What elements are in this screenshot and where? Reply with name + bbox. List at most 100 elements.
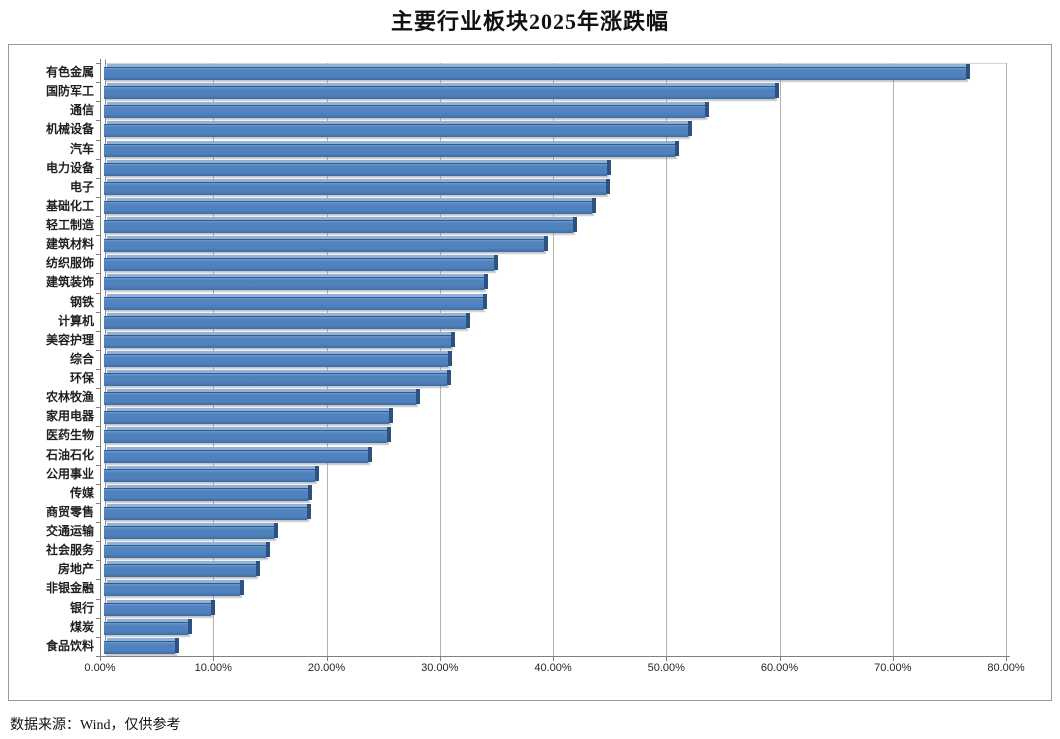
y-axis-tick: [96, 656, 100, 657]
x-axis-tick-label: 70.00%: [874, 662, 912, 674]
bar-汽车: [104, 140, 680, 157]
bar-通信: [104, 102, 709, 119]
bar-房地产: [104, 561, 261, 578]
bar-非银金融: [104, 580, 245, 597]
category-label: 电子: [69, 179, 94, 194]
bar-银行: [104, 599, 215, 616]
x-axis-tick-label: 0.00%: [84, 662, 116, 674]
x-axis-tick-label: 60.00%: [760, 662, 799, 674]
category-label: 建筑材料: [45, 237, 94, 252]
category-label: 交通运输: [45, 524, 94, 539]
y-axis-tick: [96, 63, 100, 64]
category-label: 纺织服饰: [45, 256, 94, 271]
y-axis-tick: [96, 483, 100, 485]
bar-环保: [104, 370, 451, 387]
bar-石油石化: [104, 446, 373, 463]
y-axis-tick: [96, 560, 100, 562]
bar-计算机: [104, 312, 470, 329]
gridline: [666, 63, 668, 656]
bar-钢铁: [104, 293, 487, 310]
y-axis-tick: [96, 158, 100, 160]
category-label: 基础化工: [45, 198, 94, 213]
bar-食品饮料: [104, 637, 179, 654]
x-axis-tick: [779, 657, 781, 661]
bar-商贸零售: [104, 503, 312, 520]
y-axis-tick: [96, 522, 100, 524]
gridline: [1006, 63, 1007, 656]
bar-机械设备: [104, 121, 692, 138]
category-label: 房地产: [57, 562, 94, 577]
bar-美容护理: [104, 331, 456, 348]
y-axis-tick: [96, 636, 100, 638]
y-axis-tick: [96, 120, 100, 122]
y-axis-tick: [96, 541, 100, 543]
bar-家用电器: [104, 408, 393, 425]
y-axis-tick: [96, 579, 100, 581]
chart-title: 主要行业板块2025年涨跌幅: [390, 9, 669, 34]
bar-国防军工: [104, 83, 779, 100]
x-axis-tick-label: 20.00%: [307, 662, 346, 674]
category-label: 家用电器: [45, 409, 94, 424]
chart-frame: 有色金属 国防军工 通信 机械设备 汽车 电力设备 电子 基础化工 轻工制造 建筑材料 纺织服饰 建筑…: [8, 44, 1052, 701]
category-label: 医药生物: [45, 428, 94, 443]
y-axis-tick: [96, 464, 100, 466]
x-axis-tick: [553, 657, 554, 661]
category-label: 农林牧渔: [45, 390, 94, 405]
x-axis-tick-label: 10.00%: [194, 662, 232, 674]
bar-基础化工: [104, 197, 595, 214]
category-label: 煤炭: [69, 619, 94, 634]
y-axis-tick: [96, 82, 100, 84]
y-axis-tick: [96, 101, 100, 103]
category-label: 环保: [69, 371, 94, 386]
category-label: 有色金属: [45, 65, 94, 79]
y-axis-tick: [96, 407, 100, 409]
category-label: 非银金融: [45, 581, 94, 596]
x-axis-tick: [439, 657, 441, 661]
bar-建筑装饰: [104, 274, 488, 291]
y-axis-tick: [96, 330, 100, 332]
y-axis-tick: [96, 598, 100, 600]
bar-交通运输: [104, 523, 279, 540]
category-label: 汽车: [69, 141, 94, 156]
bar-社会服务: [104, 542, 271, 559]
bar-公用事业: [104, 465, 320, 482]
category-label: 轻工制造: [45, 218, 94, 233]
category-label: 机械设备: [45, 122, 94, 137]
x-axis-tick-label: 50.00%: [647, 662, 685, 674]
x-axis-tick: [213, 657, 215, 661]
bar-有色金属: [104, 64, 971, 80]
x-axis-tick-label: 40.00%: [534, 662, 572, 674]
bar-建筑材料: [104, 236, 548, 253]
category-label: 食品饮料: [45, 638, 94, 653]
category-label: 计算机: [57, 313, 94, 328]
y-axis-tick: [96, 349, 100, 351]
x-axis-line: [96, 656, 1010, 657]
x-axis-tick-label: 80.00%: [987, 662, 1025, 674]
category-label: 社会服务: [45, 543, 94, 558]
y-axis-tick: [96, 216, 100, 218]
x-axis-tick: [100, 657, 101, 661]
bar-纺织服饰: [104, 255, 499, 272]
y-axis-tick: [96, 292, 100, 294]
y-axis-tick: [96, 426, 100, 428]
x-axis-tick: [1006, 657, 1007, 661]
y-axis-line: [100, 59, 101, 657]
bar-电力设备: [104, 159, 612, 176]
category-label: 钢铁: [69, 294, 94, 309]
y-axis-tick: [96, 445, 100, 447]
y-axis-tick: [96, 502, 100, 504]
x-axis-tick: [326, 657, 328, 661]
bar-煤炭: [104, 618, 193, 635]
bar-轻工制造: [104, 217, 578, 234]
y-axis-tick: [96, 235, 100, 237]
category-label: 商贸零售: [45, 504, 94, 519]
category-label: 通信: [69, 103, 94, 118]
bar-医药生物: [104, 427, 391, 444]
y-axis-tick: [96, 369, 100, 371]
category-label: 公用事业: [45, 466, 94, 481]
gridline: [779, 63, 781, 656]
y-axis-tick: [96, 617, 100, 619]
gridline: [553, 63, 554, 656]
category-label: 银行: [69, 600, 94, 615]
x-axis-tick: [892, 657, 894, 661]
